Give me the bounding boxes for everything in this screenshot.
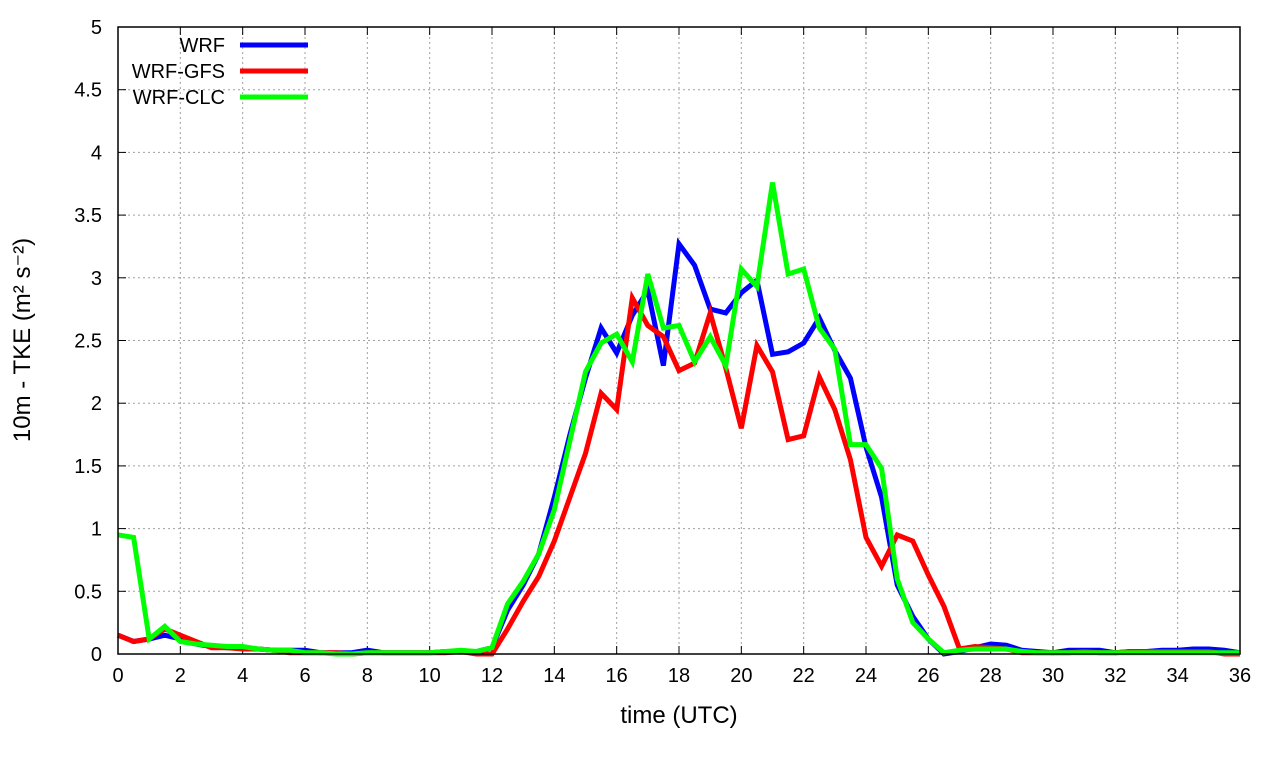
legend: WRF WRF-GFS WRF-CLC xyxy=(132,35,308,109)
series-lines xyxy=(117,182,1241,657)
x-tick-label: 22 xyxy=(793,665,815,687)
x-axis-ticks: 0 2 4 6 8 10 12 14 16 18 20 22 24 26 28 30 32 34 36 xyxy=(112,27,1251,687)
series-line-wrf-clc xyxy=(117,182,1240,657)
x-tick-label: 26 xyxy=(917,665,939,687)
x-tick-label: 20 xyxy=(730,665,752,687)
legend-label: WRF-CLC xyxy=(133,87,225,109)
legend-label: WRF-GFS xyxy=(132,61,225,83)
x-tick-label: 2 xyxy=(175,665,186,687)
x-tick-label: 36 xyxy=(1229,665,1251,687)
grid xyxy=(118,27,1240,654)
y-tick-label: 4.5 xyxy=(74,80,102,102)
y-tick-label: 2.5 xyxy=(74,331,102,353)
x-tick-label: 10 xyxy=(419,665,441,687)
x-tick-label: 0 xyxy=(112,665,123,687)
x-tick-label: 8 xyxy=(362,665,373,687)
y-tick-label: 5 xyxy=(91,17,102,39)
x-axis-label: time (UTC) xyxy=(620,702,737,729)
x-tick-label: 24 xyxy=(855,665,877,687)
x-tick-label: 30 xyxy=(1042,665,1064,687)
y-tick-label: 0.5 xyxy=(74,581,102,603)
y-tick-label: 1 xyxy=(91,519,102,541)
x-tick-label: 4 xyxy=(237,665,248,687)
plot-border xyxy=(117,26,1241,655)
x-tick-label: 12 xyxy=(481,665,503,687)
y-tick-label: 1.5 xyxy=(74,456,102,478)
x-tick-label: 16 xyxy=(606,665,628,687)
y-axis-label: 10m - TKE (m² s⁻²) xyxy=(9,238,36,442)
x-tick-label: 6 xyxy=(299,665,310,687)
series-line-wrf-gfs xyxy=(117,290,1240,657)
x-tick-label: 34 xyxy=(1167,665,1189,687)
y-tick-label: 3 xyxy=(91,268,102,290)
x-tick-label: 32 xyxy=(1104,665,1126,687)
y-tick-label: 3.5 xyxy=(74,205,102,227)
y-tick-label: 0 xyxy=(91,644,102,666)
y-axis-ticks: 0 0.5 1 1.5 2 2.5 3 3.5 4 4.5 5 xyxy=(74,17,1240,666)
x-tick-label: 14 xyxy=(543,665,565,687)
y-tick-label: 2 xyxy=(91,393,102,415)
x-tick-label: 28 xyxy=(980,665,1002,687)
legend-label: WRF xyxy=(179,35,225,57)
x-tick-label: 18 xyxy=(668,665,690,687)
y-tick-label: 4 xyxy=(91,142,102,164)
